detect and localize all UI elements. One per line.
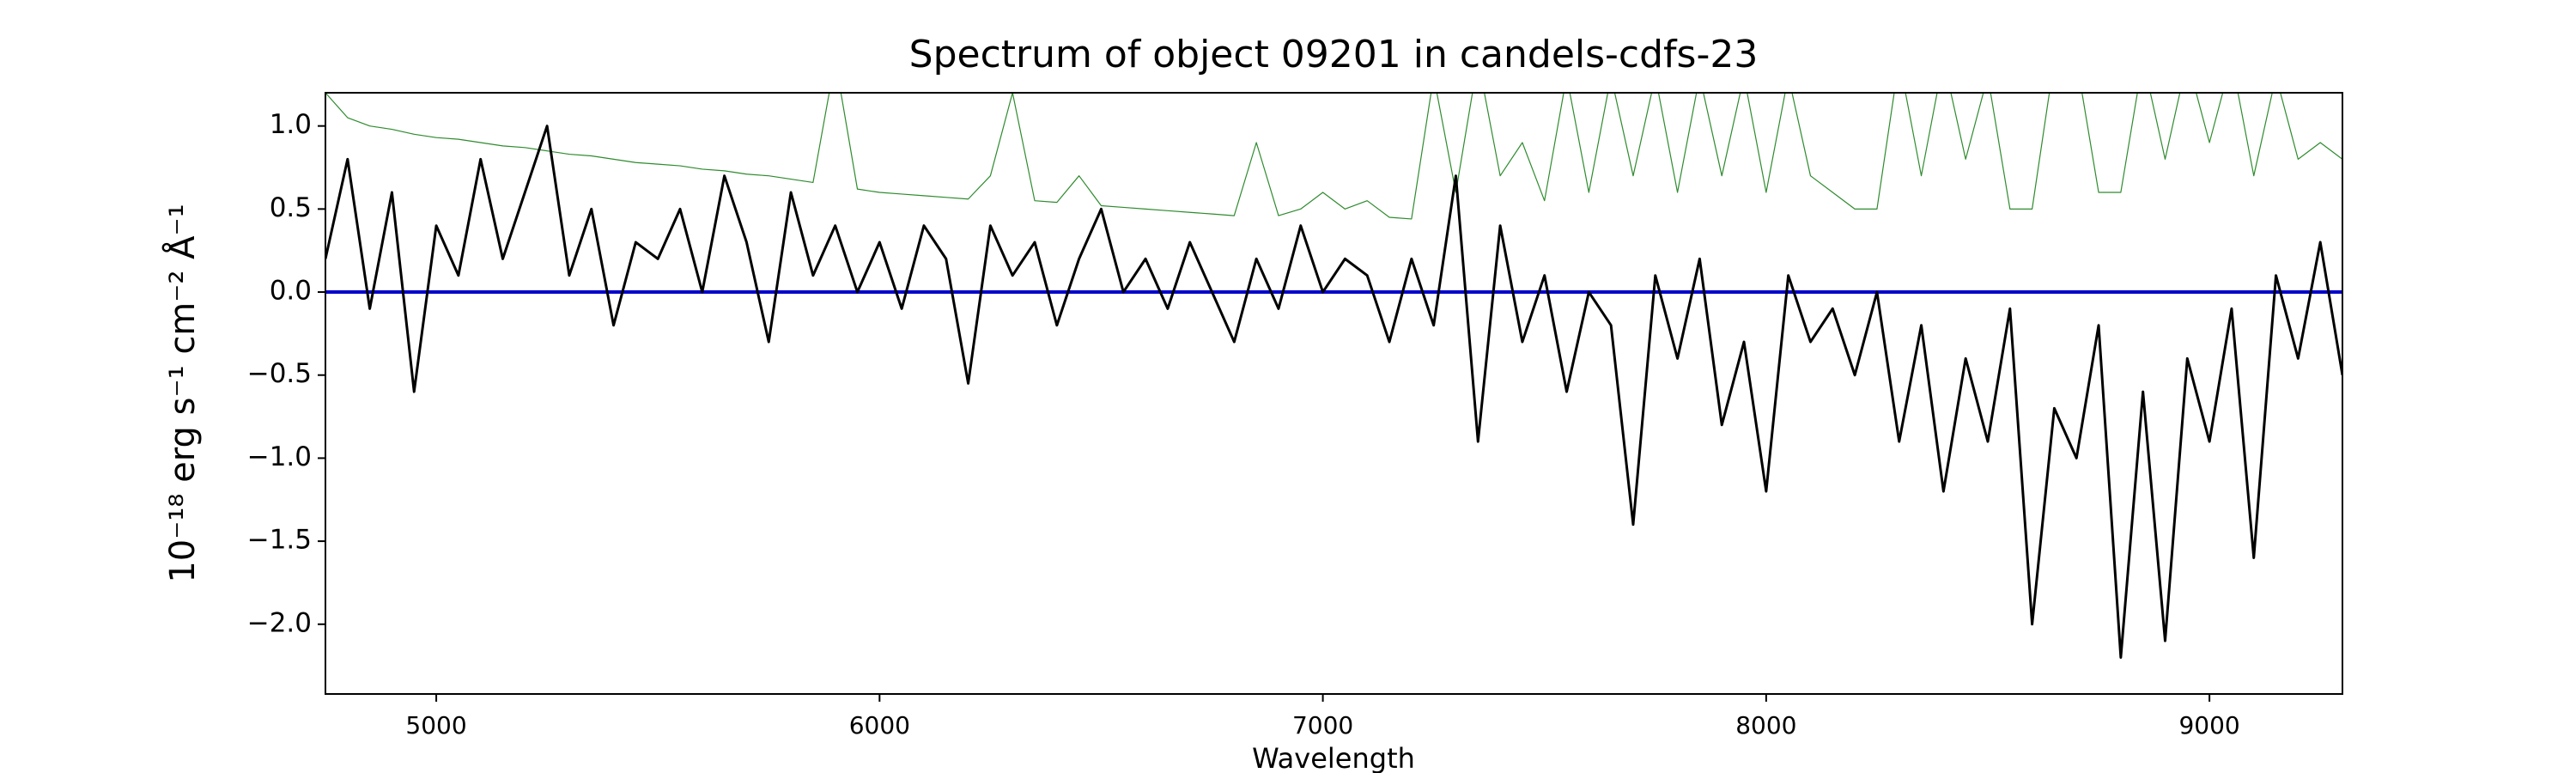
plot-area: [325, 93, 2342, 659]
x-tick-label: 9000: [2178, 711, 2239, 740]
y-tick-label: 0.0: [270, 276, 312, 307]
y-axis-label: 10⁻¹⁸ erg s⁻¹ cm⁻² Å⁻¹: [161, 204, 203, 582]
x-axis-label: Wavelength: [1252, 742, 1415, 773]
spectrum-line: [325, 93, 2342, 220]
chart-title: Spectrum of object 09201 in candels-cdfs…: [909, 33, 1759, 76]
y-tick-label: −2.0: [247, 607, 312, 638]
axes-frame: [325, 92, 2343, 695]
x-tick-label: 8000: [1735, 711, 1796, 740]
y-tick-label: −0.5: [247, 358, 312, 389]
x-tick-label: 7000: [1292, 711, 1353, 740]
x-tick-label: 6000: [849, 711, 910, 740]
x-tick-label: 5000: [405, 711, 466, 740]
y-tick-label: −1.0: [247, 441, 312, 472]
y-tick-label: 1.0: [270, 109, 312, 140]
y-tick-label: 0.5: [270, 192, 312, 223]
y-tick-label: −1.5: [247, 525, 312, 556]
spectrum-line: [325, 125, 2342, 659]
